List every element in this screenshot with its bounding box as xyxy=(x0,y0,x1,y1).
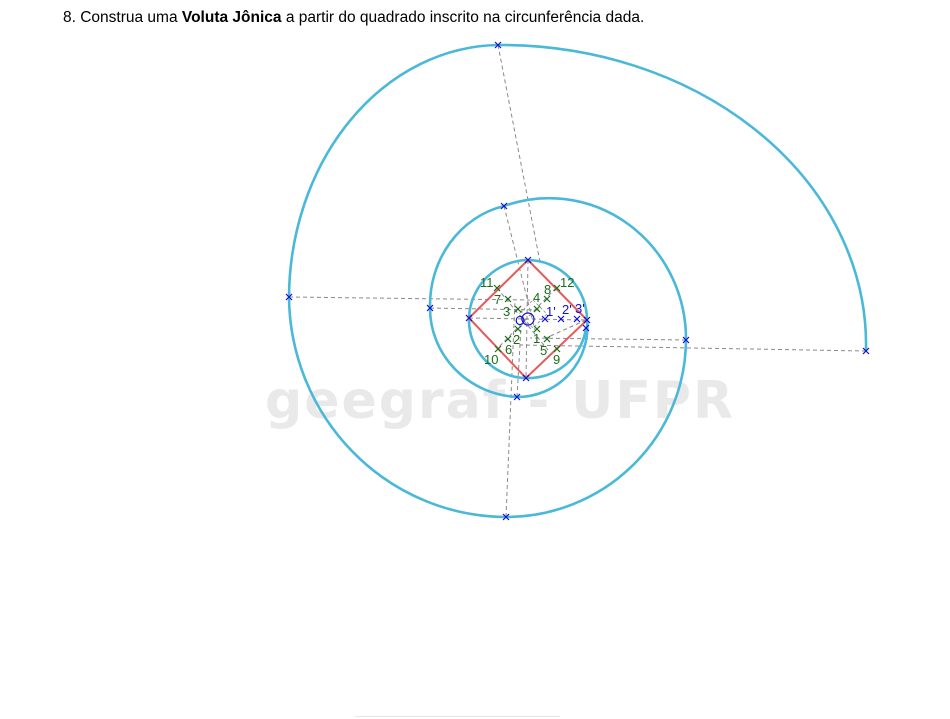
point-label: 7 xyxy=(494,292,501,307)
point-label: 10 xyxy=(484,352,498,367)
construction-line xyxy=(529,337,687,341)
point-marker xyxy=(465,314,473,322)
point-marker xyxy=(504,295,512,303)
construction-line xyxy=(519,344,867,352)
point-label: 4 xyxy=(533,290,540,305)
point-marker xyxy=(494,345,502,353)
spiral-arc xyxy=(516,319,589,399)
blue-labels: 1' 2' 3' xyxy=(546,301,585,319)
spiral-arc xyxy=(467,258,529,319)
green-point-markers xyxy=(493,284,561,353)
green-labels: 11 7 3 12 8 4 2 6 10 1 5 9 xyxy=(480,275,574,367)
point-marker xyxy=(541,315,549,323)
center-eye xyxy=(521,312,535,326)
point-marker xyxy=(543,335,551,343)
point-label: 8 xyxy=(544,282,551,297)
point-marker xyxy=(582,324,590,332)
point-marker xyxy=(514,325,522,333)
point-label: 2' xyxy=(562,302,572,317)
point-marker xyxy=(514,305,522,313)
point-marker xyxy=(862,347,870,355)
spiral-arc xyxy=(428,307,518,399)
point-marker xyxy=(502,513,510,521)
point-marker xyxy=(583,316,591,324)
spiral-arc xyxy=(527,258,589,321)
blue-point-markers xyxy=(285,41,870,521)
footer-divider xyxy=(355,716,560,717)
point-marker xyxy=(500,202,508,210)
spiral-arc xyxy=(287,43,499,298)
point-marker xyxy=(553,345,561,353)
spiral-arc xyxy=(525,327,588,380)
point-marker xyxy=(524,256,532,264)
question-bold: Voluta Jônica xyxy=(181,9,282,26)
construction-line xyxy=(429,307,541,311)
point-marker xyxy=(426,304,434,312)
point-label: 11 xyxy=(480,275,494,290)
point-marker xyxy=(513,393,521,401)
center-label: O xyxy=(515,313,525,328)
construction-line xyxy=(468,317,589,321)
point-label: 9 xyxy=(553,352,560,367)
spiral-arc xyxy=(503,196,688,341)
construction-line xyxy=(288,296,531,301)
question-suffix: a partir do quadrado inscrito na circunf… xyxy=(281,9,645,26)
point-marker xyxy=(553,284,561,292)
spiral-arc xyxy=(428,204,505,309)
spiral-arc xyxy=(467,317,527,380)
question-prefix: 8. Construa uma xyxy=(63,9,182,26)
spiral-arc xyxy=(497,43,868,352)
construction-line xyxy=(525,259,529,379)
point-label: 5 xyxy=(540,343,547,358)
volute-spiral xyxy=(287,43,868,519)
construction-line xyxy=(505,299,516,518)
point-marker xyxy=(494,41,502,49)
point-marker xyxy=(504,335,512,343)
construction-line xyxy=(497,44,541,263)
point-marker xyxy=(682,336,690,344)
point-marker xyxy=(543,295,551,303)
point-marker xyxy=(533,325,541,333)
construction-lines xyxy=(288,44,867,518)
point-label: 3 xyxy=(503,304,510,319)
watermark: geegraf - UFPR xyxy=(265,371,735,431)
eye-square xyxy=(518,299,548,329)
point-label: 1' xyxy=(546,304,556,319)
construction-line xyxy=(545,319,587,339)
construction-line xyxy=(496,287,549,351)
point-label: 6 xyxy=(505,342,512,357)
point-marker xyxy=(493,284,501,292)
spiral-arc xyxy=(287,296,507,519)
question-text: 8. Construa uma Voluta Jônica a partir d… xyxy=(63,9,644,27)
point-label: 12 xyxy=(560,275,574,290)
spiral-arc xyxy=(505,339,688,519)
point-marker xyxy=(285,293,293,301)
point-label: 3' xyxy=(575,301,585,316)
point-marker xyxy=(573,315,581,323)
point-marker xyxy=(522,374,530,382)
point-label: 2 xyxy=(513,332,520,347)
point-marker xyxy=(557,315,565,323)
point-marker xyxy=(533,305,541,313)
point-label: 1 xyxy=(533,331,540,346)
